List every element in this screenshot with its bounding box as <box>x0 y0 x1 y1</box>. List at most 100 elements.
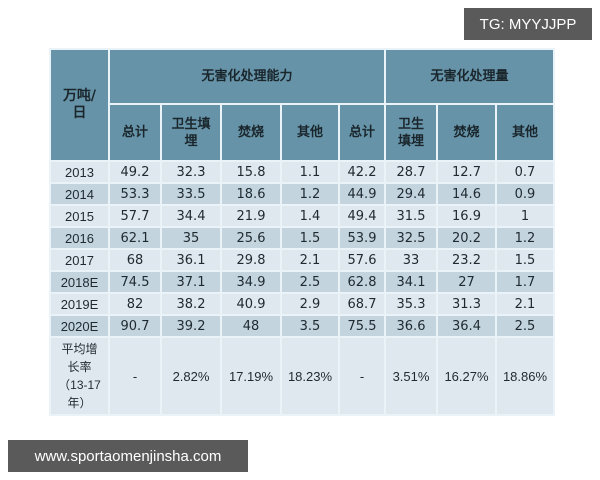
year-cell: 2019E <box>49 292 110 316</box>
value-cell: 1 <box>495 204 555 228</box>
value-cell: 1.5 <box>280 226 340 250</box>
year-cell: 2020E <box>49 314 110 338</box>
value-cell: 49.4 <box>338 204 386 228</box>
value-cell: 25.6 <box>220 226 282 250</box>
value-cell: 2.1 <box>280 248 340 272</box>
value-cell: 12.7 <box>436 160 497 184</box>
value-cell: 15.8 <box>220 160 282 184</box>
table-row: 2015 57.7 34.4 21.9 1.4 49.4 31.5 16.9 1 <box>49 204 555 228</box>
col-header-label: 卫生填埋 <box>397 116 424 149</box>
col-header-total: 总计 <box>108 103 162 162</box>
value-cell: 37.1 <box>160 270 222 294</box>
value-cell: 20.2 <box>436 226 497 250</box>
table-row: 2019E 82 38.2 40.9 2.9 68.7 35.3 31.3 2.… <box>49 292 555 316</box>
year-cell: 2015 <box>49 204 110 228</box>
table-row: 2017 68 36.1 29.8 2.1 57.6 33 23.2 1.5 <box>49 248 555 272</box>
value-cell: 28.7 <box>384 160 438 184</box>
year-cell: 2018E <box>49 270 110 294</box>
value-cell: 1.5 <box>495 248 555 272</box>
year-cell: 2014 <box>49 182 110 206</box>
growth-cell: 17.19% <box>220 336 282 416</box>
table-row: 2016 62.1 35 25.6 1.5 53.9 32.5 20.2 1.2 <box>49 226 555 250</box>
year-cell: 2013 <box>49 160 110 184</box>
value-cell: 90.7 <box>108 314 162 338</box>
table-row: 2014 53.3 33.5 18.6 1.2 44.9 29.4 14.6 0… <box>49 182 555 206</box>
value-cell: 29.8 <box>220 248 282 272</box>
value-cell: 34.1 <box>384 270 438 294</box>
value-cell: 31.3 <box>436 292 497 316</box>
col-header-landfill: 卫生填埋 <box>160 103 222 162</box>
col-header-other: 其他 <box>495 103 555 162</box>
value-cell: 1.7 <box>495 270 555 294</box>
value-cell: 44.9 <box>338 182 386 206</box>
value-cell: 14.6 <box>436 182 497 206</box>
value-cell: 36.1 <box>160 248 222 272</box>
value-cell: 1.2 <box>495 226 555 250</box>
value-cell: 74.5 <box>108 270 162 294</box>
value-cell: 33 <box>384 248 438 272</box>
data-table: 万吨/日 无害化处理能力 无害化处理量 总计 卫生填埋 焚烧 其他 总计 卫生填… <box>49 48 555 416</box>
growth-cell: 3.51% <box>384 336 438 416</box>
value-cell: 42.2 <box>338 160 386 184</box>
value-cell: 57.6 <box>338 248 386 272</box>
growth-cell: 18.23% <box>280 336 340 416</box>
value-cell: 68.7 <box>338 292 386 316</box>
value-cell: 23.2 <box>436 248 497 272</box>
value-cell: 34.4 <box>160 204 222 228</box>
group-header-volume: 无害化处理量 <box>384 48 555 105</box>
value-cell: 53.9 <box>338 226 386 250</box>
value-cell: 34.9 <box>220 270 282 294</box>
header-row-groups: 万吨/日 无害化处理能力 无害化处理量 <box>49 48 555 162</box>
value-cell: 68 <box>108 248 162 272</box>
value-cell: 35.3 <box>384 292 438 316</box>
value-cell: 36.6 <box>384 314 438 338</box>
value-cell: 53.3 <box>108 182 162 206</box>
value-cell: 75.5 <box>338 314 386 338</box>
value-cell: 2.5 <box>495 314 555 338</box>
value-cell: 49.2 <box>108 160 162 184</box>
growth-cell: 2.82% <box>160 336 222 416</box>
col-header-label: 卫生填埋 <box>171 116 211 149</box>
growth-cell: - <box>108 336 162 416</box>
value-cell: 62.1 <box>108 226 162 250</box>
value-cell: 3.5 <box>280 314 340 338</box>
value-cell: 1.1 <box>280 160 340 184</box>
group-header-capacity: 无害化处理能力 <box>108 48 386 105</box>
growth-rate-label: 平均增长率（13-17年） <box>49 336 110 416</box>
table-row: 2013 49.2 32.3 15.8 1.1 42.2 28.7 12.7 0… <box>49 160 555 184</box>
value-cell: 16.9 <box>436 204 497 228</box>
growth-rate-row: 平均增长率（13-17年） - 2.82% 17.19% 18.23% - 3.… <box>49 336 555 416</box>
value-cell: 57.7 <box>108 204 162 228</box>
value-cell: 21.9 <box>220 204 282 228</box>
value-cell: 40.9 <box>220 292 282 316</box>
growth-cell: 18.86% <box>495 336 555 416</box>
growth-rate-label-text: 平均增长率（13-17年） <box>58 342 101 410</box>
value-cell: 39.2 <box>160 314 222 338</box>
value-cell: 62.8 <box>338 270 386 294</box>
header-row-columns: 总计 卫生填埋 焚烧 其他 总计 卫生填埋 焚烧 其他 <box>50 103 555 162</box>
unit-label: 万吨/日 <box>62 88 97 121</box>
watermark-top-right: TG: MYYJJPP <box>464 8 592 40</box>
growth-cell: 16.27% <box>436 336 497 416</box>
value-cell: 82 <box>108 292 162 316</box>
value-cell: 0.9 <box>495 182 555 206</box>
value-cell: 27 <box>436 270 497 294</box>
col-header-landfill: 卫生填埋 <box>384 103 438 162</box>
watermark-bottom-left: www.sportaomenjinsha.com <box>8 440 248 472</box>
value-cell: 36.4 <box>436 314 497 338</box>
value-cell: 38.2 <box>160 292 222 316</box>
corner-header: 万吨/日 <box>49 48 110 162</box>
col-header-incineration: 焚烧 <box>436 103 497 162</box>
growth-cell: - <box>338 336 386 416</box>
value-cell: 0.7 <box>495 160 555 184</box>
value-cell: 18.6 <box>220 182 282 206</box>
value-cell: 1.4 <box>280 204 340 228</box>
year-cell: 2016 <box>49 226 110 250</box>
col-header-other: 其他 <box>280 103 340 162</box>
table-row: 2020E 90.7 39.2 48 3.5 75.5 36.6 36.4 2.… <box>49 314 555 338</box>
col-header-incineration: 焚烧 <box>220 103 282 162</box>
col-header-total: 总计 <box>338 103 386 162</box>
value-cell: 32.5 <box>384 226 438 250</box>
table-row: 2018E 74.5 37.1 34.9 2.5 62.8 34.1 27 1.… <box>49 270 555 294</box>
value-cell: 32.3 <box>160 160 222 184</box>
